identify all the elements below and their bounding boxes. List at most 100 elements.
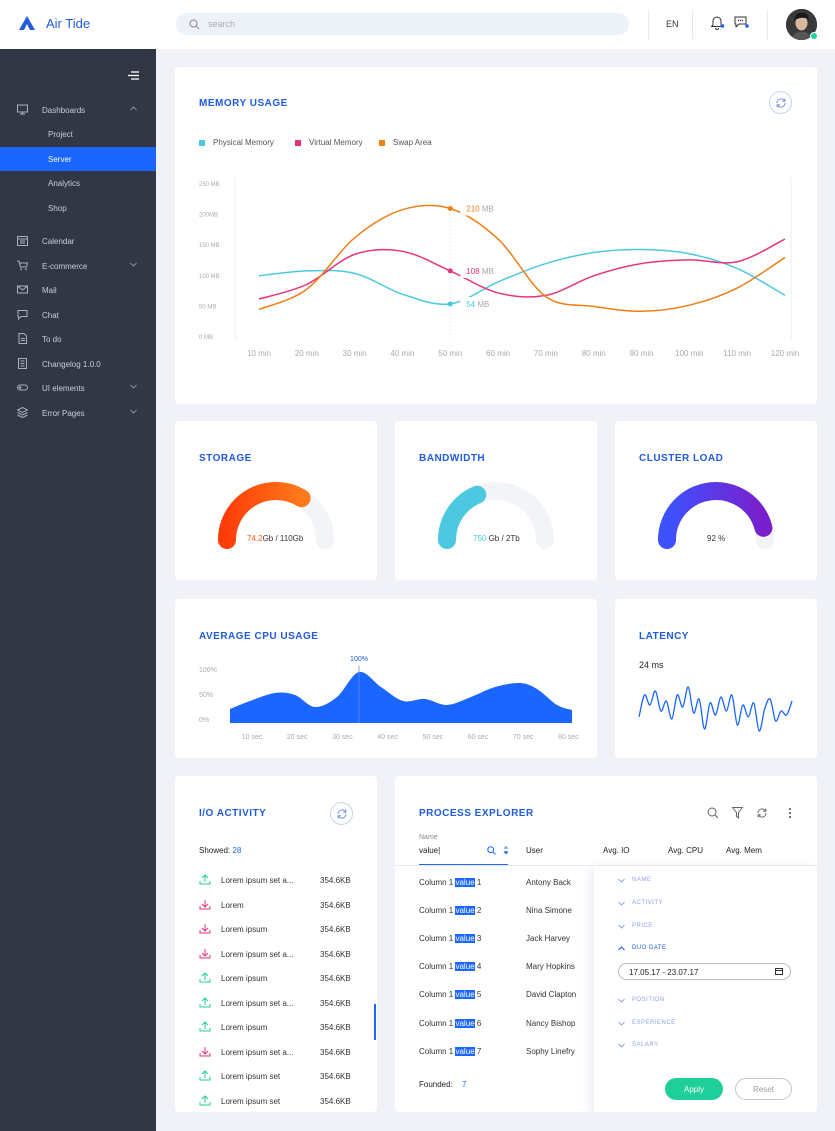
- filter-label: POSITION: [632, 997, 665, 1003]
- search-icon[interactable]: [707, 807, 719, 819]
- upload-icon: [199, 1094, 211, 1105]
- sidebar-subitem-server[interactable]: Server: [0, 147, 156, 171]
- bell-icon[interactable]: [711, 15, 725, 30]
- chat-notification-icon[interactable]: [734, 15, 750, 30]
- date-range-input[interactable]: 17.05.17 - 23.07.17: [618, 963, 791, 980]
- sidebar-item-ui-elements[interactable]: UI elements: [0, 376, 156, 400]
- filter-name[interactable]: NAME: [618, 877, 651, 883]
- column-header-avg-cpu[interactable]: Avg. CPU: [668, 846, 703, 855]
- card-title: AVERAGE CPU USAGE: [199, 631, 319, 642]
- avatar[interactable]: [786, 9, 817, 40]
- sidebar-item-label: Mail: [42, 286, 57, 295]
- sidebar-item-label: Chat: [42, 311, 59, 320]
- filter-label: PRICE: [632, 923, 653, 929]
- io-row[interactable]: Lorem ipsum set a... 354.6KB: [175, 996, 375, 1020]
- memory-usage-chart: 250 MB 200MB 150 MB 100 MB 50 MB 0 MB 10 min 20…: [199, 177, 799, 358]
- column-header-avg-io[interactable]: Avg. IO: [603, 846, 630, 855]
- io-row[interactable]: Lorem ipsum 354.6KB: [175, 922, 375, 946]
- calendar-icon[interactable]: [775, 968, 783, 975]
- x-tick-label: 20 sec: [287, 734, 308, 741]
- io-file-name: Lorem ipsum: [221, 974, 268, 983]
- y-tick-label: 100%: [199, 667, 217, 674]
- search-input[interactable]: [208, 19, 608, 29]
- monitor-icon: [17, 104, 28, 115]
- io-file-size: 354.6KB: [320, 974, 351, 983]
- sidebar-subitem-project[interactable]: Project: [0, 122, 156, 146]
- io-row[interactable]: Lorem ipsum 354.6KB: [175, 971, 375, 995]
- column-header-avg-mem[interactable]: Avg. Mem: [726, 846, 762, 855]
- io-row[interactable]: Lorem ipsum set 354.6KB: [175, 1069, 375, 1093]
- io-row[interactable]: Lorem 354.6KB: [175, 898, 375, 922]
- name-filter-input[interactable]: value|: [419, 846, 441, 855]
- sidebar-item-changelog[interactable]: Changelog 1.0.0: [0, 352, 156, 376]
- sidebar-subitem-analytics[interactable]: Analytics: [0, 171, 156, 195]
- cluster-gauge: [658, 482, 774, 549]
- process-explorer-card: PROCESS EXPLORER Name value| User Avg. I…: [395, 776, 817, 1112]
- latency-value: 24 ms: [639, 660, 664, 670]
- io-file-name: Lorem ipsum set: [221, 1072, 281, 1081]
- upload-icon: [199, 996, 211, 1007]
- io-refresh-button[interactable]: [330, 802, 353, 825]
- reset-button[interactable]: Reset: [735, 1078, 792, 1100]
- column-header-user[interactable]: User: [526, 846, 543, 855]
- x-tick-label: 30 min: [343, 349, 367, 358]
- legend-physical-memory[interactable]: Physical Memory: [199, 138, 274, 147]
- io-row[interactable]: Lorem ipsum set a... 354.6KB: [175, 1045, 375, 1069]
- memory-refresh-button[interactable]: [769, 91, 792, 114]
- sidebar-item-calendar[interactable]: Calendar: [0, 229, 156, 253]
- filter-position[interactable]: POSITION: [618, 997, 665, 1003]
- io-file-size: 354.6KB: [320, 900, 351, 910]
- data-label: 210 MB: [466, 204, 494, 213]
- top-bar: Air Tide EN: [0, 0, 835, 49]
- io-file-size: 354.6KB: [320, 1023, 351, 1032]
- more-vertical-icon[interactable]: [788, 807, 792, 819]
- io-file-size: 354.6KB: [320, 925, 351, 934]
- io-row[interactable]: Lorem ipsum set 354.6KB: [175, 1094, 375, 1113]
- menu-toggle-icon[interactable]: [128, 71, 139, 80]
- io-row[interactable]: Lorem ipsum set a... 354.6KB: [175, 947, 375, 971]
- sidebar-item-chat[interactable]: Chat: [0, 303, 156, 327]
- data-point: [447, 205, 453, 211]
- upload-icon: [199, 1021, 211, 1032]
- x-tick-label: 50 sec: [422, 734, 443, 741]
- filter-label: SALARY: [632, 1042, 659, 1048]
- language-selector[interactable]: EN: [666, 19, 679, 29]
- filter-price[interactable]: PRICE: [618, 923, 653, 929]
- io-file-size: 354.6KB: [320, 1072, 351, 1081]
- y-tick-label: 0%: [199, 717, 209, 724]
- filter-activity[interactable]: ACTIVITY: [618, 900, 663, 906]
- search-icon[interactable]: [487, 846, 496, 855]
- filter-icon[interactable]: [732, 807, 743, 819]
- io-file-size: 354.6KB: [320, 998, 351, 1008]
- download-icon: [199, 948, 211, 958]
- io-row[interactable]: Lorem ipsum set a... 354.6KB: [175, 873, 375, 897]
- storage-used: 74.2: [247, 534, 263, 543]
- apply-button[interactable]: Apply: [665, 1078, 723, 1100]
- refresh-icon[interactable]: [756, 807, 768, 819]
- io-row[interactable]: Lorem ipsum 354.6KB: [175, 1020, 375, 1044]
- legend-swap-area[interactable]: Swap Area: [379, 138, 432, 147]
- sidebar-item-dashboards[interactable]: Dashboards: [0, 98, 156, 122]
- calendar-icon: [17, 236, 28, 246]
- chevron-down-icon: [130, 262, 137, 267]
- latency-card: LATENCY 24 ms: [615, 599, 817, 758]
- io-showed-label: Showed:: [199, 846, 231, 855]
- cart-icon: [17, 260, 28, 271]
- sidebar-subitem-shop[interactable]: Shop: [0, 196, 156, 220]
- sidebar-item-ecommerce[interactable]: E-commerce: [0, 254, 156, 278]
- process-name-highlight: value: [455, 934, 475, 944]
- series-line: [258, 204, 786, 313]
- sidebar-item-mail[interactable]: Mail: [0, 278, 156, 302]
- process-user-cell: Antony Back: [526, 878, 571, 887]
- y-tick-label: 0 MB: [199, 335, 213, 341]
- filter-experience[interactable]: EXPERIENCE: [618, 1020, 676, 1026]
- io-scrollbar[interactable]: [374, 1004, 376, 1040]
- sort-icon[interactable]: [503, 845, 509, 855]
- filter-duo-date[interactable]: DUO DATE: [618, 945, 667, 951]
- sidebar-item-todo[interactable]: To do: [0, 327, 156, 351]
- logo[interactable]: Air Tide: [18, 15, 90, 31]
- sidebar-item-error-pages[interactable]: Error Pages: [0, 401, 156, 425]
- filter-salary[interactable]: SALARY: [618, 1042, 659, 1048]
- legend-virtual-memory[interactable]: Virtual Memory: [295, 138, 363, 147]
- process-name-cell: Column 1 value 4: [419, 962, 481, 972]
